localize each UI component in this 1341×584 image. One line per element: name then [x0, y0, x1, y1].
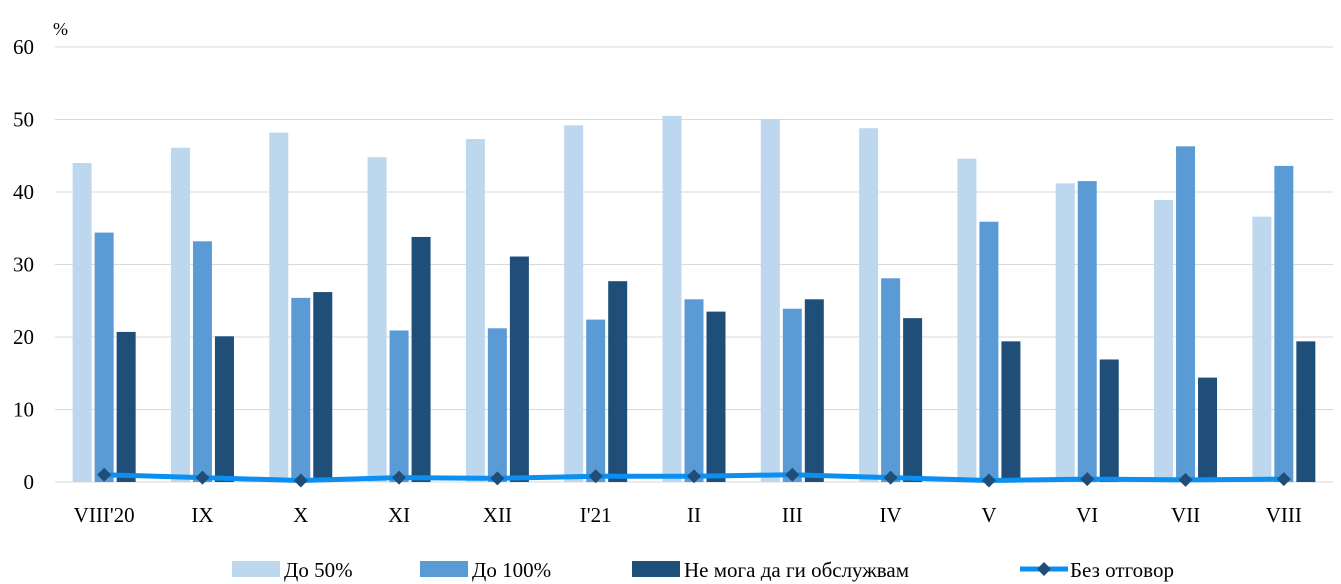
line-marker [981, 473, 996, 488]
line-marker [883, 470, 898, 485]
line-marker [1080, 472, 1095, 487]
bar-1 [1252, 216, 1272, 482]
y-tick-label: 50 [13, 108, 34, 132]
y-tick-label: 60 [13, 35, 34, 59]
bar-3 [903, 318, 923, 482]
legend-label: До 100% [472, 558, 551, 582]
line-marker [687, 469, 701, 484]
bar-2 [291, 297, 311, 482]
y-tick-label: 10 [13, 398, 34, 422]
bar-2 [1077, 181, 1097, 482]
x-tick-label: VIII [1266, 503, 1302, 527]
bar-3 [1296, 341, 1316, 482]
bar-3 [706, 311, 726, 482]
line-marker [785, 467, 800, 482]
bar-1 [662, 115, 682, 482]
bar-2 [684, 299, 704, 482]
x-tick-label: VI [1076, 503, 1098, 527]
bar-3 [411, 236, 431, 482]
bar-1 [170, 147, 190, 482]
legend-marker [1037, 562, 1051, 576]
y-axis: 0 10 20 30 40 50 60 [13, 35, 34, 494]
y-tick-label: 30 [13, 253, 34, 277]
x-tick-label: VIII'20 [74, 503, 135, 527]
bar-1 [1055, 183, 1075, 483]
legend-label: Без отговор [1070, 558, 1174, 582]
x-tick-label: I'21 [580, 503, 612, 527]
bar-1 [1154, 199, 1174, 482]
bar-1 [72, 163, 92, 482]
bar-2 [881, 278, 901, 482]
bar-2 [389, 330, 409, 482]
bar-3 [1198, 377, 1218, 482]
y-tick-label: 40 [13, 180, 34, 204]
line-marker [392, 470, 407, 485]
x-tick-label: VII [1171, 503, 1200, 527]
line-marker [490, 471, 505, 486]
bar-1 [859, 128, 879, 482]
bars [72, 115, 1316, 483]
x-axis: VIII'20 IX X XI XII I'21 II III IV V VI VII VIII [74, 503, 1302, 527]
bar-2 [1176, 146, 1196, 482]
x-tick-label: V [981, 503, 996, 527]
line-marker [588, 469, 603, 484]
no-answer-line [97, 467, 1291, 488]
bar-3 [1099, 359, 1119, 482]
x-tick-label: XI [388, 503, 410, 527]
y-tick-label: 0 [24, 470, 35, 494]
bar-2 [586, 319, 606, 482]
bar-3 [116, 331, 136, 482]
bar-1 [269, 132, 289, 483]
bar-2 [979, 221, 999, 482]
bar-3 [1001, 341, 1021, 482]
x-tick-label: III [782, 503, 803, 527]
bar-1 [957, 158, 977, 482]
line-marker [97, 467, 112, 482]
legend-label: До 50% [284, 558, 353, 582]
bar-1 [465, 139, 485, 482]
bar-2 [782, 308, 802, 482]
bar-2 [94, 232, 114, 482]
bar-3 [608, 281, 628, 482]
legend-swatch [632, 561, 680, 577]
bar-1 [760, 119, 780, 482]
x-tick-label: X [293, 503, 308, 527]
legend: До 50% До 100% Не мога да ги обслужвам Без … [232, 558, 1174, 582]
x-tick-label: XII [483, 503, 512, 527]
line-marker [195, 470, 210, 485]
line-marker [293, 473, 308, 488]
bar-3 [214, 336, 234, 482]
bar-3 [804, 299, 824, 482]
x-tick-label: IX [191, 503, 213, 527]
x-tick-label: II [687, 503, 701, 527]
line-marker [1276, 472, 1291, 487]
bar-2 [192, 241, 212, 482]
legend-swatch [232, 561, 280, 577]
bar-3 [509, 256, 529, 482]
legend-label: Не мога да ги обслужвам [684, 558, 909, 582]
bar-1 [367, 157, 387, 482]
bar-3 [313, 292, 333, 482]
bar-2 [487, 328, 507, 482]
x-tick-label: IV [880, 503, 902, 527]
bar-1 [564, 125, 584, 483]
bar-2 [1274, 165, 1294, 482]
y-tick-label: 20 [13, 325, 34, 349]
legend-swatch [420, 561, 468, 577]
y-unit-label: % [53, 19, 68, 39]
line-marker [1178, 472, 1193, 487]
